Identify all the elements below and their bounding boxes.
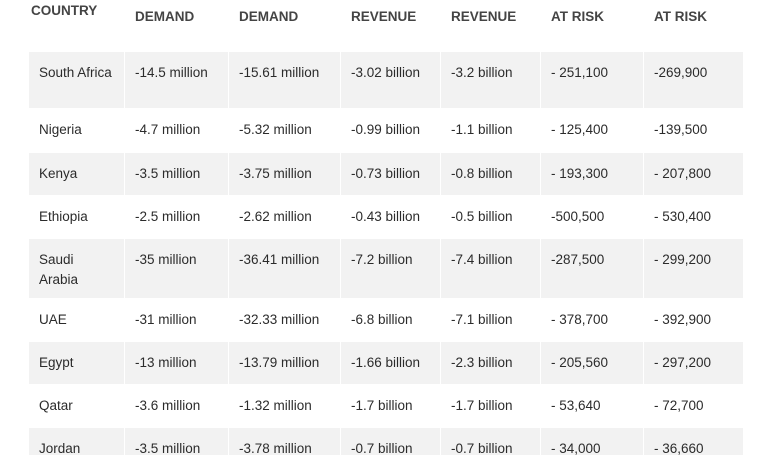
- header-cell: AT RISK: [551, 9, 604, 24]
- value-cell: -0.43 billion: [351, 209, 421, 224]
- value-cell: -13.79 million: [228, 341, 341, 385]
- value-cell: -6.8 billion: [351, 312, 413, 327]
- value-cell: - 251,100: [540, 51, 644, 109]
- table-row: Saudi Arabia -35 million -36.41 million -7.…: [28, 238, 743, 299]
- table-row: Kenya -3.5 million -3.75 million -0.73 bill…: [28, 152, 743, 196]
- value-cell: -1.7 billion: [351, 398, 413, 413]
- table-row: Nigeria -4.7 million -5.32 million -0.99 bi…: [29, 109, 744, 153]
- value-cell: - 72,700: [654, 398, 704, 413]
- value-cell: - 299,200: [643, 238, 743, 299]
- header-row: COUNTRY DEMAND DEMAND REVENUE REVENUE AT RISK…: [29, 1, 744, 52]
- table-row: UAE -31 million -32.33 million -6.8 billion…: [29, 299, 744, 342]
- value-cell: -3.6 million: [135, 398, 201, 413]
- data-table: COUNTRY DEMAND DEMAND REVENUE REVENUE AT RISK…: [28, 0, 743, 455]
- value-cell: -0.7 billion: [440, 427, 541, 455]
- value-cell: - 392,900: [654, 312, 712, 327]
- value-cell: -1.1 billion: [451, 122, 513, 137]
- value-cell: -269,900: [643, 51, 743, 109]
- value-cell: - 53,640: [551, 398, 601, 413]
- country-cell: Nigeria: [39, 122, 82, 137]
- value-cell: -0.8 billion: [440, 152, 541, 196]
- country-cell: Egypt: [28, 341, 125, 385]
- header-cell: COUNTRY: [31, 3, 98, 18]
- header-cell: DEMAND: [135, 9, 195, 24]
- value-cell: - 193,300: [540, 152, 644, 196]
- value-cell: -2.3 billion: [440, 341, 541, 385]
- value-cell: -3.2 billion: [440, 51, 541, 109]
- value-cell: -500,500: [551, 209, 605, 224]
- value-cell: -35 million: [124, 238, 229, 299]
- header-cell: REVENUE: [451, 9, 517, 24]
- value-cell: - 34,000: [540, 427, 644, 455]
- value-cell: - 205,560: [540, 341, 644, 385]
- value-cell: -7.2 billion: [340, 238, 441, 299]
- table-row: Egypt -13 million -13.79 million -1.66 bill…: [28, 341, 743, 385]
- value-cell: - 36,660: [643, 427, 743, 455]
- value-cell: -287,500: [540, 238, 644, 299]
- table-container: COUNTRY DEMAND DEMAND REVENUE REVENUE AT RISK…: [28, 0, 743, 455]
- value-cell: -2.62 million: [239, 209, 312, 224]
- value-cell: -31 million: [135, 312, 197, 327]
- table-row: Jordan -3.5 million -3.78 million -0.7 bill…: [28, 427, 743, 455]
- value-cell: -3.75 million: [228, 152, 341, 196]
- header-cell: AT RISK: [654, 9, 707, 24]
- value-cell: -3.02 billion: [340, 51, 441, 109]
- value-cell: -0.73 billion: [340, 152, 441, 196]
- value-cell: -0.5 billion: [451, 209, 513, 224]
- value-cell: -13 million: [124, 341, 229, 385]
- country-cell: Ethiopia: [39, 209, 88, 224]
- value-cell: -0.99 billion: [351, 122, 421, 137]
- value-cell: -5.32 million: [239, 122, 312, 137]
- country-cell: Jordan: [28, 427, 125, 455]
- value-cell: -1.7 billion: [451, 398, 513, 413]
- value-cell: - 125,400: [551, 122, 609, 137]
- value-cell: -7.1 billion: [451, 312, 513, 327]
- value-cell: - 378,700: [551, 312, 609, 327]
- value-cell: -139,500: [654, 122, 708, 137]
- value-cell: -32.33 million: [239, 312, 320, 327]
- value-cell: - 207,800: [643, 152, 743, 196]
- value-cell: -14.5 million: [124, 51, 229, 109]
- value-cell: -15.61 million: [228, 51, 341, 109]
- country-cell: Qatar: [39, 398, 73, 413]
- country-cell: South Africa: [28, 51, 125, 109]
- country-cell: Kenya: [28, 152, 125, 196]
- table-row: Ethiopia -2.5 million -2.62 million -0.43 b…: [29, 196, 744, 239]
- value-cell: -2.5 million: [135, 209, 201, 224]
- value-cell: - 530,400: [654, 209, 712, 224]
- table-row: Qatar -3.6 million -1.32 million -1.7 billi…: [29, 385, 744, 428]
- value-cell: -36.41 million: [228, 238, 341, 299]
- value-cell: -0.7 billion: [340, 427, 441, 455]
- value-cell: -3.78 million: [228, 427, 341, 455]
- value-cell: -1.66 billion: [340, 341, 441, 385]
- country-cell: UAE: [39, 312, 67, 327]
- value-cell: -1.32 million: [239, 398, 312, 413]
- header-cell: REVENUE: [351, 9, 417, 24]
- header-cell: DEMAND: [239, 9, 299, 24]
- table-row: South Africa -14.5 million -15.61 million -…: [28, 51, 743, 109]
- value-cell: - 297,200: [643, 341, 743, 385]
- country-cell: Saudi Arabia: [28, 238, 125, 299]
- value-cell: -4.7 million: [135, 122, 201, 137]
- value-cell: -3.5 million: [124, 427, 229, 455]
- value-cell: -7.4 billion: [440, 238, 541, 299]
- value-cell: -3.5 million: [124, 152, 229, 196]
